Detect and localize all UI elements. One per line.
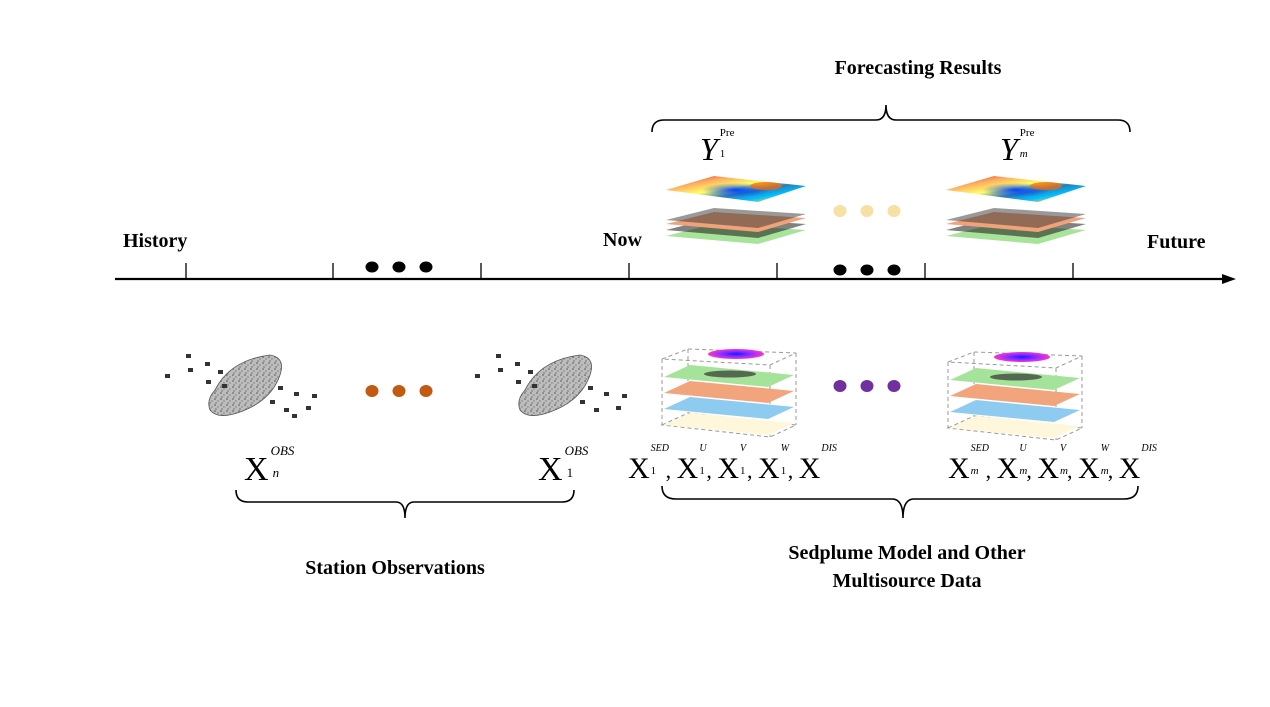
model-brace (661, 485, 1139, 519)
timeline-ellipsis-future (833, 264, 901, 276)
station-map-n (165, 354, 317, 418)
forecast-symbol-last: Y Pre m (1000, 127, 1035, 167)
timeline (115, 261, 1236, 284)
model-ellipsis (833, 380, 901, 392)
station-ellipsis (365, 385, 433, 397)
forecast-ellipsis (833, 205, 901, 217)
station-observations-label: Station Observations (305, 557, 485, 579)
multisource-term-dis: X DIS (798, 443, 837, 485)
model-box-m (946, 351, 1084, 441)
multisource-term-dis: X DIS (1118, 443, 1157, 485)
forecast-title: Forecasting Results (834, 57, 1002, 79)
multisource-term-sed: X SED m (948, 443, 990, 485)
timeline-arrowhead (1222, 274, 1236, 284)
forecast-brace (651, 104, 1131, 133)
forecast-stack-last (946, 176, 1086, 244)
obs-symbol-n: X OBS n (244, 443, 295, 488)
history-label: History (123, 230, 188, 252)
obs-symbol-1: X OBS 1 (538, 443, 589, 488)
station-brace (235, 489, 575, 519)
station-map-1 (475, 354, 627, 416)
future-label: Future (1147, 231, 1206, 253)
multisource-term-sed: X SED 1 (628, 443, 670, 485)
forecast-stack-first (666, 176, 806, 244)
model-box-1 (660, 348, 798, 438)
sedplume-label-line2: Multisource Data (832, 570, 982, 592)
timeline-ticks (185, 263, 1074, 279)
sedplume-label-line1: Sedplume Model and Other (788, 542, 1026, 564)
now-label: Now (603, 229, 642, 251)
forecast-symbol-first: Y Pre 1 (700, 127, 735, 167)
timeline-ellipsis-past (365, 261, 433, 273)
